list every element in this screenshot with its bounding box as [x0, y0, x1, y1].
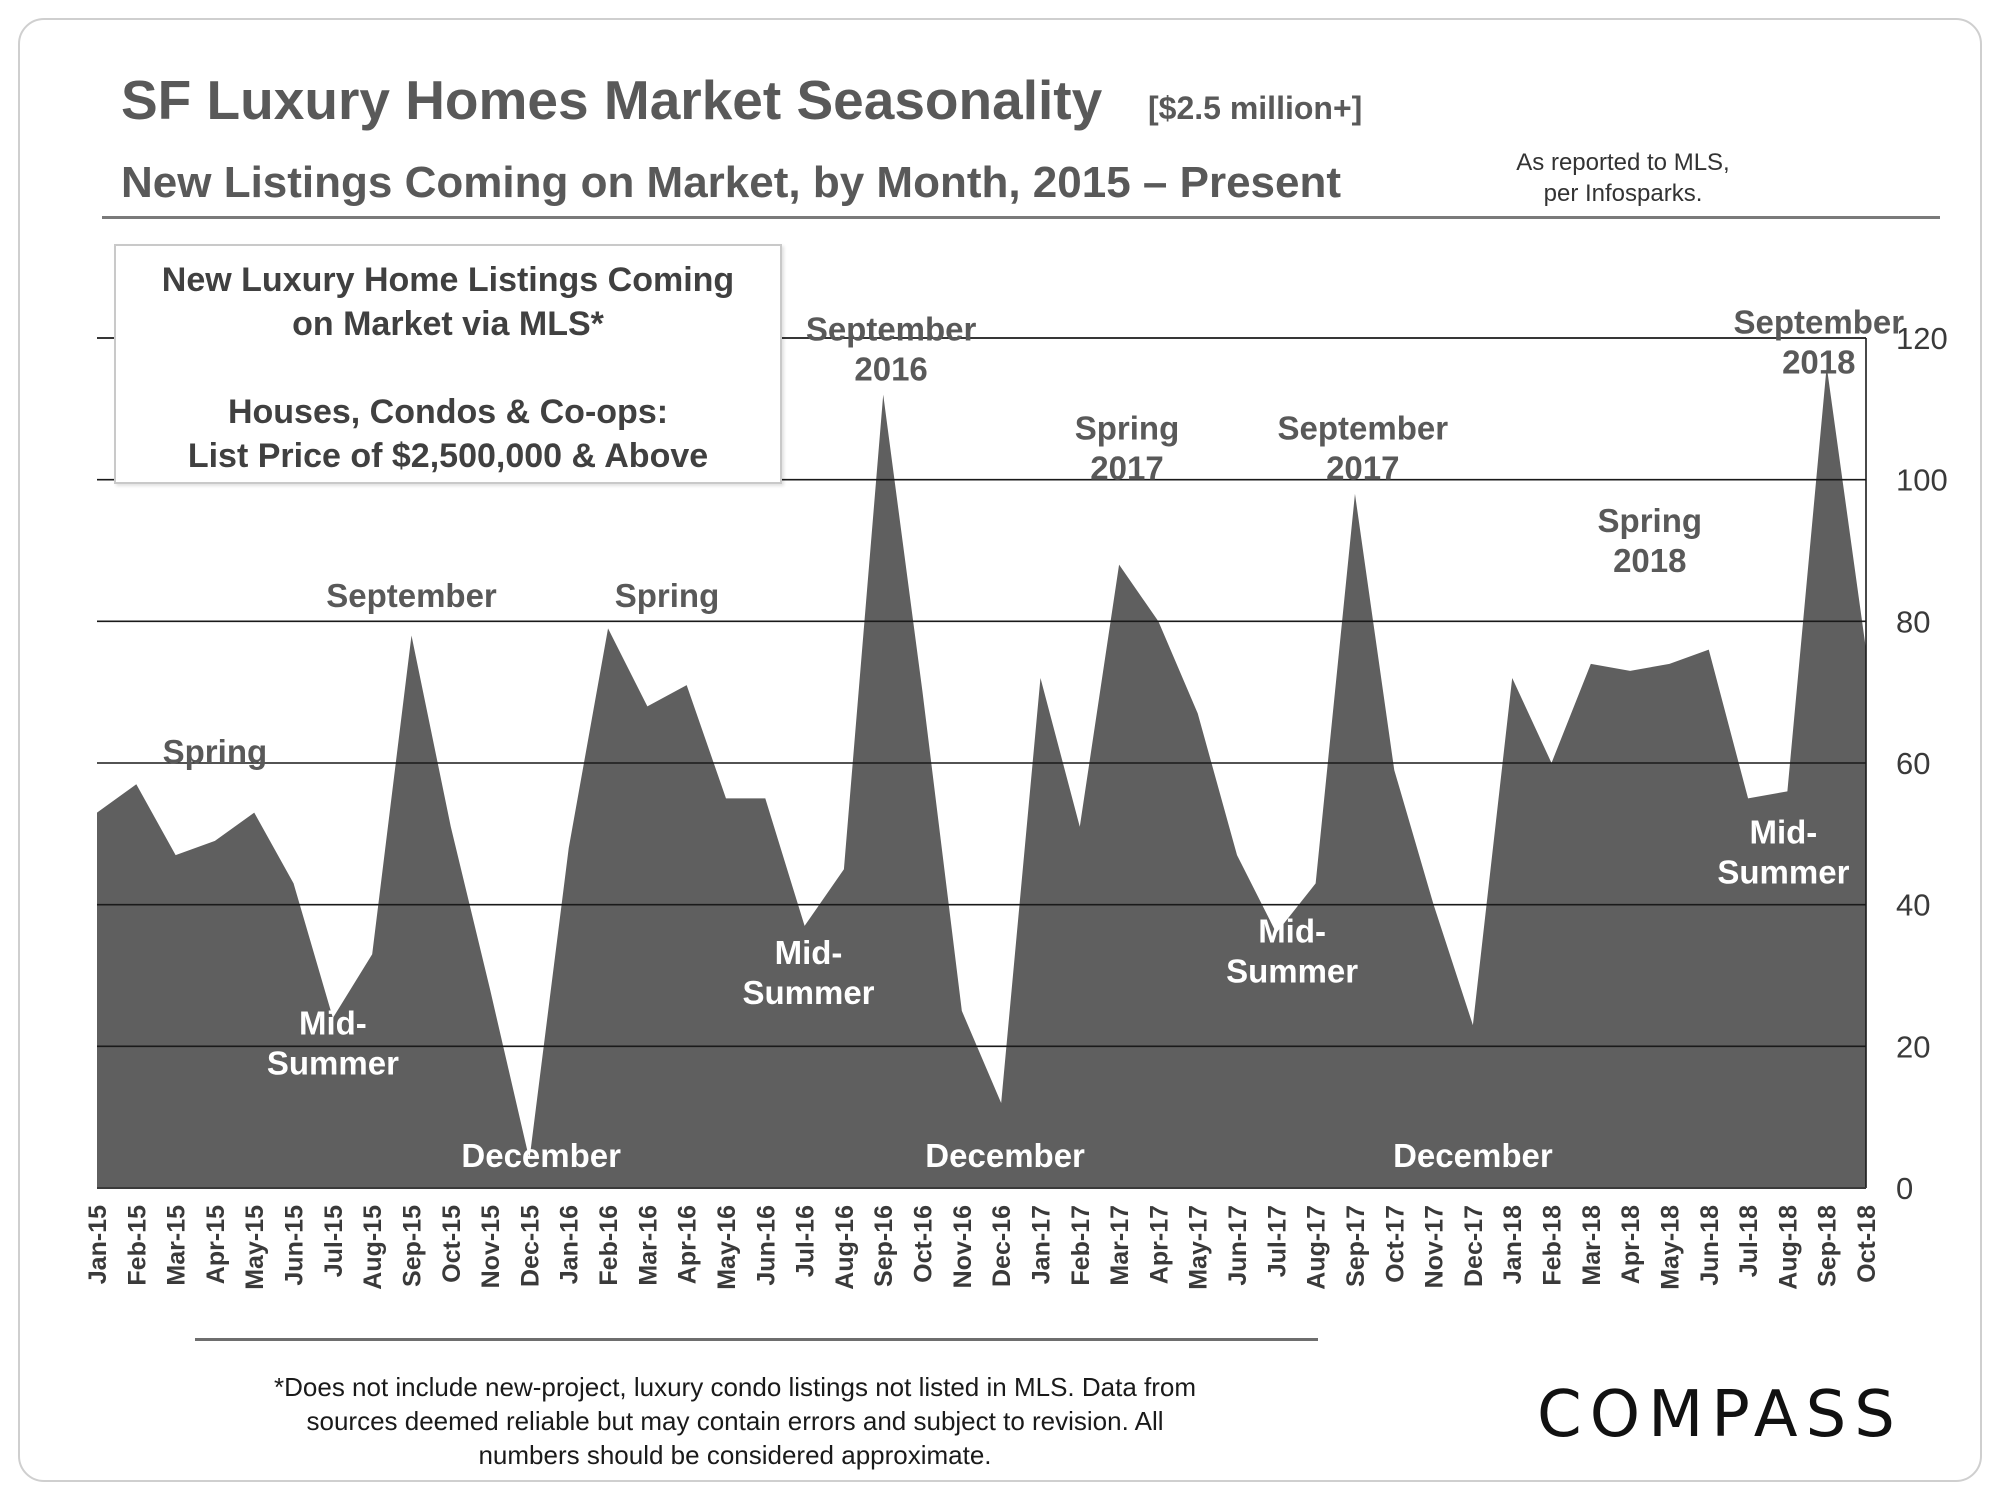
x-tick-label: Jun-18 — [1696, 1205, 1724, 1286]
x-tick-label: Aug-16 — [831, 1205, 859, 1290]
annotation-label: 2016 — [854, 351, 927, 388]
x-tick-label: Oct-16 — [910, 1205, 938, 1283]
annotation-label: September — [1734, 303, 1905, 340]
annotation-label: December — [1393, 1137, 1553, 1174]
x-tick-label: Jun-17 — [1224, 1205, 1252, 1286]
x-tick-label: Jan-17 — [1028, 1205, 1056, 1284]
x-tick-label: Dec-15 — [516, 1205, 544, 1287]
source-note-line: As reported to MLS, — [1516, 149, 1730, 176]
annotation-label: December — [925, 1137, 1085, 1174]
x-tick-label: Sep-18 — [1814, 1205, 1842, 1287]
page-title: SF Luxury Homes Market Seasonality — [121, 69, 1103, 131]
annotation-label: September — [326, 577, 497, 614]
description-line: List Price of $2,500,000 & Above — [187, 437, 709, 475]
x-tick-label: Jul-15 — [320, 1205, 348, 1277]
x-tick-label: Sep-17 — [1342, 1205, 1370, 1287]
x-tick-label: Apr-18 — [1617, 1205, 1645, 1284]
x-tick-label: Nov-17 — [1421, 1205, 1449, 1288]
x-tick-label: Jan-16 — [556, 1205, 584, 1284]
x-tick-label: Jun-16 — [752, 1205, 780, 1286]
annotation-label: 2018 — [1782, 343, 1855, 380]
price-range-label: [$2.5 million+] — [1148, 90, 1363, 126]
y-tick-label: 80 — [1896, 604, 1930, 639]
description-line: on Market via MLS* — [292, 305, 604, 343]
annotation-label: Summer — [1226, 953, 1358, 990]
y-tick-label: 60 — [1896, 746, 1930, 781]
x-tick-label: Apr-15 — [202, 1205, 230, 1284]
annotation-label: Spring — [1075, 410, 1180, 447]
annotation-label: Spring — [615, 577, 720, 614]
series-area — [97, 366, 1866, 1189]
x-tick-label: Mar-16 — [634, 1205, 662, 1286]
annotation-label: Summer — [742, 974, 874, 1011]
annotation-label: Summer — [1717, 853, 1849, 890]
x-tick-label: Sep-16 — [870, 1205, 898, 1287]
slide-frame — [18, 18, 1982, 1482]
source-note-line: per Infosparks. — [1543, 180, 1703, 207]
x-tick-label: Dec-17 — [1460, 1205, 1488, 1287]
annotation-label: September — [1278, 410, 1449, 447]
x-tick-label: Aug-17 — [1303, 1205, 1331, 1290]
description-line: Houses, Condos & Co-ops: — [227, 393, 669, 431]
x-tick-label: Apr-17 — [1145, 1205, 1173, 1284]
x-tick-label: May-18 — [1656, 1205, 1684, 1290]
x-tick-label: May-15 — [241, 1205, 269, 1290]
x-tick-label: Feb-17 — [1067, 1205, 1095, 1286]
x-tick-label: Oct-17 — [1381, 1205, 1409, 1283]
x-tick-label: Mar-18 — [1578, 1205, 1606, 1286]
x-tick-label: Jan-18 — [1499, 1205, 1527, 1284]
x-tick-label: Mar-15 — [163, 1205, 191, 1286]
x-tick-label: Oct-15 — [438, 1205, 466, 1283]
footnote-line: sources deemed reliable but may contain … — [306, 1406, 1164, 1436]
y-tick-label: 100 — [1896, 463, 1948, 498]
annotation-label: Spring — [1598, 502, 1703, 539]
page-subtitle: New Listings Coming on Market, by Month,… — [121, 158, 1342, 207]
x-tick-label: Aug-15 — [359, 1205, 387, 1290]
x-tick-label: Dec-16 — [988, 1205, 1016, 1287]
x-tick-label: Jul-18 — [1735, 1205, 1763, 1277]
x-tick-label: Nov-16 — [949, 1205, 977, 1288]
x-tick-label: Sep-15 — [399, 1205, 427, 1287]
chart-description-box: New Luxury Home Listings Coming on Marke… — [114, 244, 782, 484]
x-tick-label: Feb-18 — [1539, 1205, 1567, 1286]
x-tick-label: May-16 — [713, 1205, 741, 1290]
footnote: *Does not include new-project, luxury co… — [215, 1370, 1255, 1472]
annotation-label: Mid- — [775, 934, 843, 971]
x-tick-label: Jan-15 — [84, 1205, 112, 1284]
annotation-label: Spring — [163, 733, 268, 770]
compass-logo: COMPASS — [1537, 1378, 1903, 1452]
footnote-line: *Does not include new-project, luxury co… — [274, 1372, 1196, 1402]
annotation-label: 2017 — [1090, 450, 1163, 487]
x-tick-label: Mar-17 — [1106, 1205, 1134, 1286]
x-tick-label: May-17 — [1185, 1205, 1213, 1290]
annotation-label: Summer — [267, 1045, 399, 1082]
y-tick-label: 120 — [1896, 321, 1948, 356]
y-tick-label: 0 — [1896, 1171, 1913, 1206]
annotation-label: December — [461, 1137, 621, 1174]
annotation-label: 2018 — [1613, 542, 1686, 579]
x-tick-label: Feb-16 — [595, 1205, 623, 1286]
source-note: As reported to MLS, per Infosparks. — [1478, 147, 1768, 209]
footer-divider — [195, 1338, 1318, 1341]
x-tick-label: Aug-18 — [1774, 1205, 1802, 1290]
annotation-label: Mid- — [1258, 913, 1326, 950]
x-tick-label: Apr-16 — [674, 1205, 702, 1284]
annotation-label: September — [806, 311, 977, 348]
x-tick-label: Jul-17 — [1263, 1205, 1291, 1277]
y-tick-label: 20 — [1896, 1029, 1930, 1064]
annotation-label: 2017 — [1326, 450, 1399, 487]
x-tick-label: Nov-15 — [477, 1205, 505, 1288]
x-tick-label: Feb-15 — [123, 1205, 151, 1286]
x-tick-label: Jun-15 — [281, 1205, 309, 1286]
x-tick-label: Jul-16 — [792, 1205, 820, 1277]
x-tick-label: Oct-18 — [1853, 1205, 1881, 1283]
footnote-line: numbers should be considered approximate… — [478, 1440, 992, 1470]
description-line: New Luxury Home Listings Coming — [161, 261, 735, 299]
y-tick-label: 40 — [1896, 888, 1930, 923]
annotation-label: Mid- — [1749, 813, 1817, 850]
title-divider — [102, 216, 1940, 219]
annotation-label: Mid- — [299, 1005, 367, 1042]
